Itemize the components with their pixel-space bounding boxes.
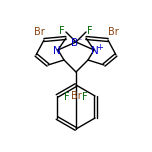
Text: Br: Br xyxy=(108,27,118,37)
Text: ⁻: ⁻ xyxy=(78,36,82,45)
Text: F: F xyxy=(82,92,88,102)
Text: N: N xyxy=(53,46,61,56)
Text: Br: Br xyxy=(71,91,81,101)
Text: +: + xyxy=(97,43,104,52)
Text: B: B xyxy=(71,38,79,48)
Text: F: F xyxy=(64,92,70,102)
Text: Br: Br xyxy=(34,27,44,37)
Text: F: F xyxy=(87,26,93,36)
Text: N: N xyxy=(91,46,99,56)
Text: F: F xyxy=(59,26,65,36)
